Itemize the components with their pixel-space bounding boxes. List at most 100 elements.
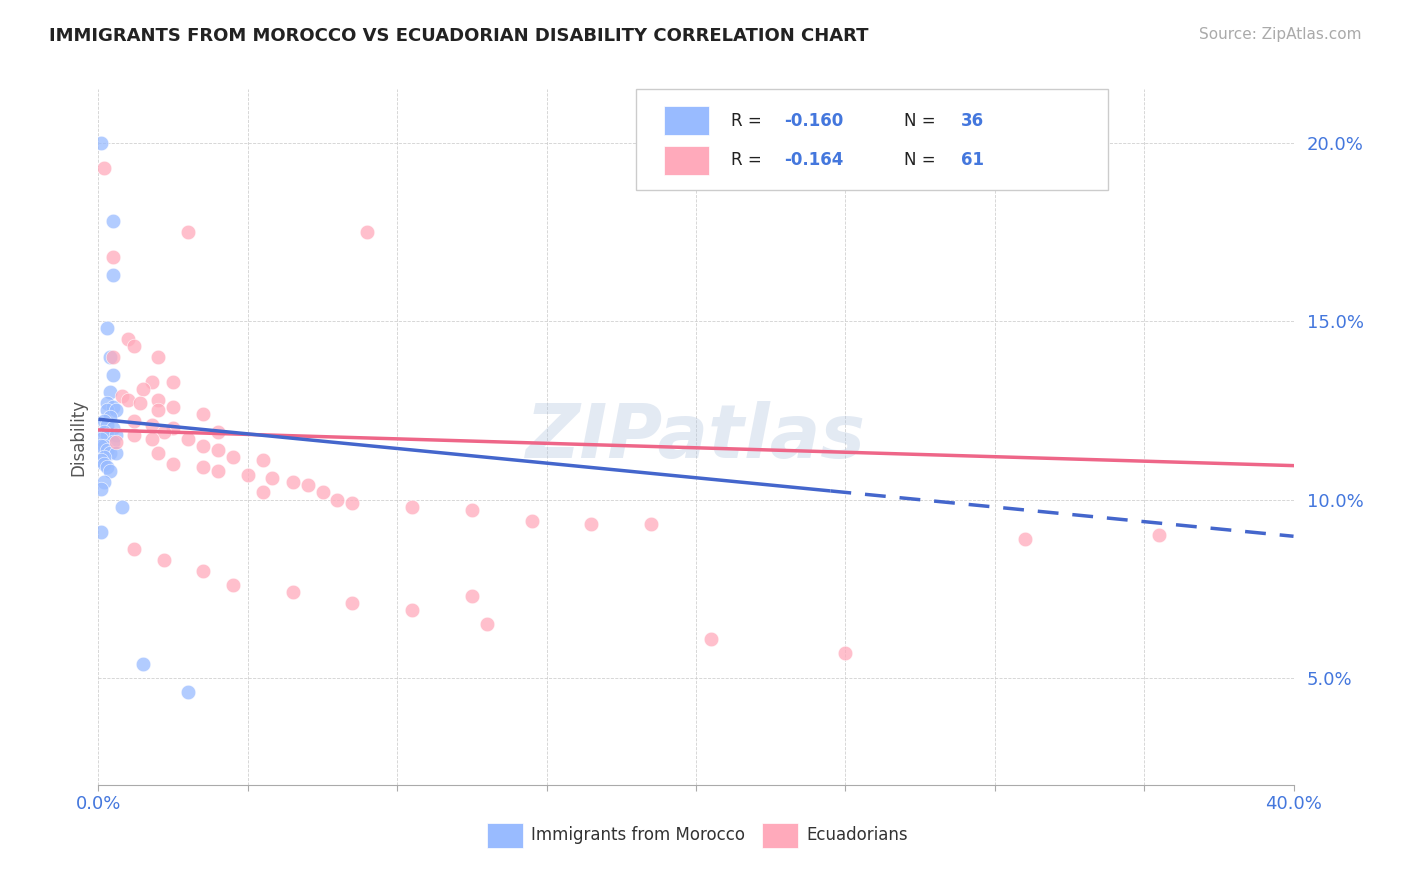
Point <box>191 439 214 453</box>
Point <box>162 375 184 389</box>
FancyBboxPatch shape <box>664 106 709 136</box>
Point <box>98 464 122 478</box>
Point <box>103 368 125 382</box>
Point <box>98 350 122 364</box>
Point <box>96 403 118 417</box>
Y-axis label: Disability: Disability <box>69 399 87 475</box>
Point <box>105 428 128 442</box>
Point <box>96 460 118 475</box>
Point <box>252 453 274 467</box>
Point <box>129 396 152 410</box>
Point <box>148 446 170 460</box>
Point <box>124 339 146 353</box>
Point <box>90 439 112 453</box>
Point <box>103 421 125 435</box>
Point <box>96 396 118 410</box>
Point <box>475 617 498 632</box>
Point <box>461 503 484 517</box>
Point <box>124 414 146 428</box>
Point <box>297 478 319 492</box>
Text: -0.164: -0.164 <box>785 152 844 169</box>
Point <box>581 517 603 532</box>
Point <box>98 446 122 460</box>
Point <box>90 453 112 467</box>
Point <box>132 382 155 396</box>
FancyBboxPatch shape <box>762 822 797 847</box>
Point <box>162 400 184 414</box>
Point <box>141 417 163 432</box>
Point <box>281 475 304 489</box>
Point <box>103 400 125 414</box>
Text: IMMIGRANTS FROM MOROCCO VS ECUADORIAN DISABILITY CORRELATION CHART: IMMIGRANTS FROM MOROCCO VS ECUADORIAN DI… <box>49 27 869 45</box>
Text: 36: 36 <box>962 112 984 130</box>
Point <box>260 471 283 485</box>
Point <box>90 524 112 539</box>
Point <box>207 464 229 478</box>
Point <box>96 442 118 457</box>
Point <box>177 432 200 446</box>
FancyBboxPatch shape <box>637 89 1108 190</box>
Point <box>311 485 333 500</box>
FancyBboxPatch shape <box>486 822 523 847</box>
Point <box>98 410 122 425</box>
Point <box>153 425 176 439</box>
Point <box>90 432 112 446</box>
Point <box>700 632 723 646</box>
Point <box>93 439 115 453</box>
Text: ZIPatlas: ZIPatlas <box>526 401 866 474</box>
Point <box>191 407 214 421</box>
Point <box>148 403 170 417</box>
Point <box>93 475 115 489</box>
Text: Immigrants from Morocco: Immigrants from Morocco <box>531 826 745 844</box>
Point <box>93 450 115 464</box>
Point <box>90 136 112 150</box>
Point <box>93 161 115 175</box>
Point <box>111 500 134 514</box>
Text: N =: N = <box>904 152 941 169</box>
Point <box>1014 532 1036 546</box>
Point <box>520 514 543 528</box>
Text: R =: R = <box>731 152 766 169</box>
Point <box>96 428 118 442</box>
Point <box>177 685 200 699</box>
Point <box>105 403 128 417</box>
Point <box>124 428 146 442</box>
Point <box>1147 528 1170 542</box>
Point <box>461 589 484 603</box>
Point <box>236 467 259 482</box>
Text: R =: R = <box>731 112 766 130</box>
Point <box>132 657 155 671</box>
Point <box>342 596 364 610</box>
Point <box>401 500 423 514</box>
Point <box>93 425 115 439</box>
Point <box>103 250 125 264</box>
Point <box>93 414 115 428</box>
Point <box>162 421 184 435</box>
Point <box>103 214 125 228</box>
Point <box>401 603 423 617</box>
Point <box>281 585 304 599</box>
Point <box>177 225 200 239</box>
Point <box>834 646 856 660</box>
Point <box>326 492 349 507</box>
Point <box>93 457 115 471</box>
Point <box>252 485 274 500</box>
Point <box>103 350 125 364</box>
Point <box>105 435 128 450</box>
Point <box>103 268 125 282</box>
Point <box>96 417 118 432</box>
Text: Source: ZipAtlas.com: Source: ZipAtlas.com <box>1198 27 1361 42</box>
Point <box>148 392 170 407</box>
Point <box>124 542 146 557</box>
Point <box>222 450 245 464</box>
Point <box>191 460 214 475</box>
Text: 61: 61 <box>962 152 984 169</box>
Point <box>356 225 378 239</box>
FancyBboxPatch shape <box>664 145 709 175</box>
Point <box>117 392 139 407</box>
Point <box>342 496 364 510</box>
Text: N =: N = <box>904 112 941 130</box>
Point <box>117 332 139 346</box>
Point <box>207 442 229 457</box>
Point <box>141 432 163 446</box>
